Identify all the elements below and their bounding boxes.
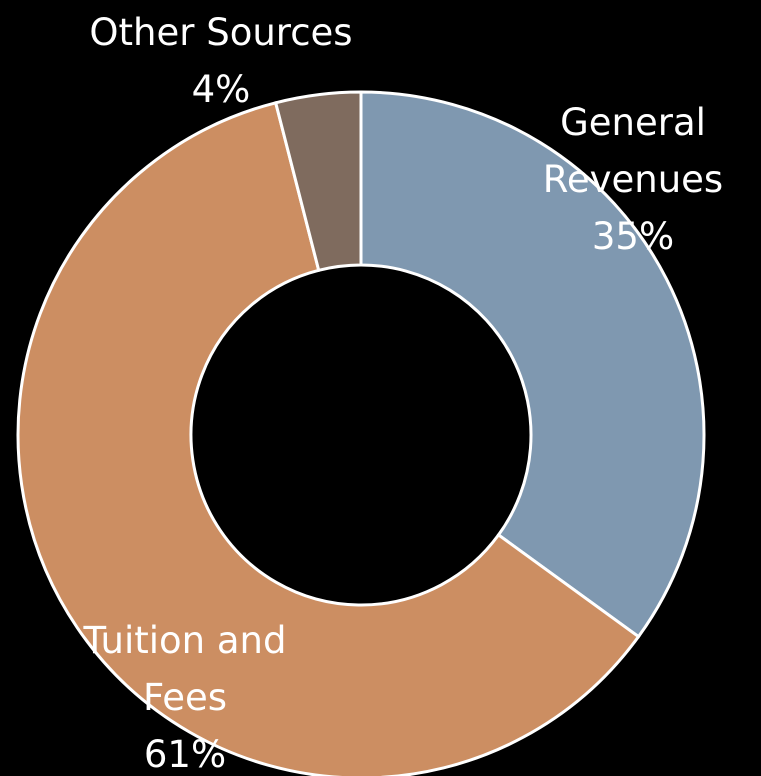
value-label: 4% xyxy=(191,68,251,111)
slice-label: Other Sources 4% xyxy=(21,4,421,118)
value-label: 61% xyxy=(143,733,227,776)
donut-slice xyxy=(273,90,363,273)
donut-slice xyxy=(16,100,641,776)
slice-label: Tuition and Fees 61% xyxy=(70,612,300,776)
category-label: General Revenues xyxy=(542,101,724,201)
slice-label: General Revenues 35% xyxy=(513,94,753,265)
value-label: 35% xyxy=(591,215,675,258)
category-label: Other Sources xyxy=(89,11,353,54)
donut-slice xyxy=(359,90,706,639)
category-label: Tuition and Fees xyxy=(83,619,287,719)
